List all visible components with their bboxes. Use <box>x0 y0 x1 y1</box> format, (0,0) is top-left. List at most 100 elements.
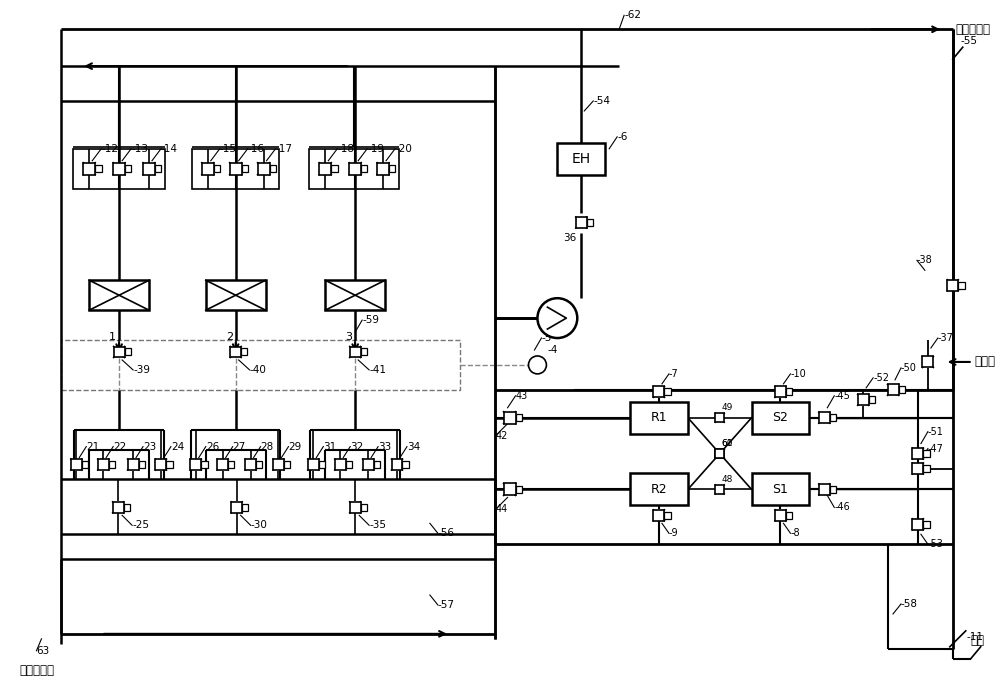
Bar <box>284 461 290 468</box>
Polygon shape <box>114 347 125 357</box>
Circle shape <box>528 356 546 374</box>
Bar <box>89 280 149 310</box>
Text: -37: -37 <box>938 333 954 343</box>
Polygon shape <box>392 459 402 470</box>
Polygon shape <box>113 163 125 174</box>
Bar <box>331 165 338 172</box>
Polygon shape <box>349 163 361 174</box>
Polygon shape <box>217 459 228 470</box>
Polygon shape <box>202 163 214 174</box>
Text: -6: -6 <box>617 132 628 142</box>
Bar <box>958 281 965 288</box>
Bar <box>61 340 460 390</box>
Text: -12: -12 <box>101 144 118 154</box>
Text: -55: -55 <box>961 36 978 47</box>
Polygon shape <box>819 484 830 495</box>
Polygon shape <box>258 163 270 174</box>
Text: -62: -62 <box>624 10 641 20</box>
Polygon shape <box>504 484 516 496</box>
Text: -54: -54 <box>593 96 610 106</box>
Polygon shape <box>888 384 899 395</box>
Polygon shape <box>128 459 139 470</box>
Polygon shape <box>715 485 724 494</box>
Polygon shape <box>912 448 923 459</box>
Text: R1: R1 <box>651 411 667 424</box>
Bar <box>587 219 593 226</box>
Bar <box>192 149 279 188</box>
Polygon shape <box>190 459 201 470</box>
Text: 22: 22 <box>113 441 126 452</box>
Bar <box>155 165 161 172</box>
Bar <box>786 389 792 395</box>
Bar <box>516 414 522 421</box>
Polygon shape <box>912 518 923 530</box>
Text: -47: -47 <box>928 443 944 454</box>
Bar <box>166 461 173 468</box>
Bar <box>256 461 262 468</box>
Bar <box>516 486 522 493</box>
Bar <box>899 386 905 393</box>
Bar <box>346 461 352 468</box>
Text: -53: -53 <box>928 539 944 549</box>
Polygon shape <box>319 163 331 174</box>
Text: -7: -7 <box>669 369 679 379</box>
Text: 26: 26 <box>206 441 219 452</box>
Polygon shape <box>858 394 869 405</box>
Text: -8: -8 <box>790 528 800 538</box>
Text: 2: 2 <box>226 332 233 342</box>
Text: S1: S1 <box>773 483 788 496</box>
Text: -5: -5 <box>541 333 552 343</box>
Polygon shape <box>245 459 256 470</box>
Bar <box>228 461 234 468</box>
Polygon shape <box>715 414 724 422</box>
Text: -20: -20 <box>395 144 412 154</box>
Text: 放空: 放空 <box>971 635 985 647</box>
Polygon shape <box>363 459 374 470</box>
Text: -45: -45 <box>834 391 850 401</box>
Bar <box>125 165 131 172</box>
Bar <box>361 504 367 511</box>
Bar <box>752 473 809 505</box>
Text: -11: -11 <box>967 632 984 642</box>
Text: S2: S2 <box>773 411 788 424</box>
Bar <box>664 512 671 518</box>
Text: -19: -19 <box>367 144 384 154</box>
Text: 1: 1 <box>109 332 116 342</box>
Text: 净化后空气: 净化后空气 <box>956 23 991 35</box>
Text: -38: -38 <box>917 255 933 265</box>
Polygon shape <box>230 347 241 357</box>
Text: 36: 36 <box>563 234 577 243</box>
Text: -14: -14 <box>161 144 178 154</box>
Text: -39: -39 <box>133 365 150 375</box>
Text: 63: 63 <box>36 646 50 656</box>
Bar <box>830 486 836 493</box>
Polygon shape <box>83 163 95 174</box>
Polygon shape <box>912 463 923 474</box>
Bar <box>214 165 220 172</box>
Polygon shape <box>155 459 166 470</box>
Polygon shape <box>113 502 124 513</box>
Bar <box>752 402 809 434</box>
Text: 3: 3 <box>345 332 352 342</box>
Polygon shape <box>230 163 242 174</box>
Text: -17: -17 <box>276 144 293 154</box>
Polygon shape <box>335 459 346 470</box>
Bar <box>201 461 208 468</box>
Text: 21: 21 <box>86 441 100 452</box>
Bar <box>374 461 380 468</box>
Bar <box>630 473 688 505</box>
Polygon shape <box>922 357 933 368</box>
Text: -13: -13 <box>131 144 148 154</box>
Bar <box>325 280 385 310</box>
Polygon shape <box>715 449 724 458</box>
Bar <box>124 504 130 511</box>
Bar <box>389 165 395 172</box>
Polygon shape <box>350 502 361 513</box>
Polygon shape <box>377 163 389 174</box>
Text: 44: 44 <box>496 505 508 514</box>
Polygon shape <box>98 459 109 470</box>
Text: 27: 27 <box>233 441 246 452</box>
Bar <box>206 280 266 310</box>
Text: -35: -35 <box>369 521 386 530</box>
Text: 34: 34 <box>407 441 420 452</box>
